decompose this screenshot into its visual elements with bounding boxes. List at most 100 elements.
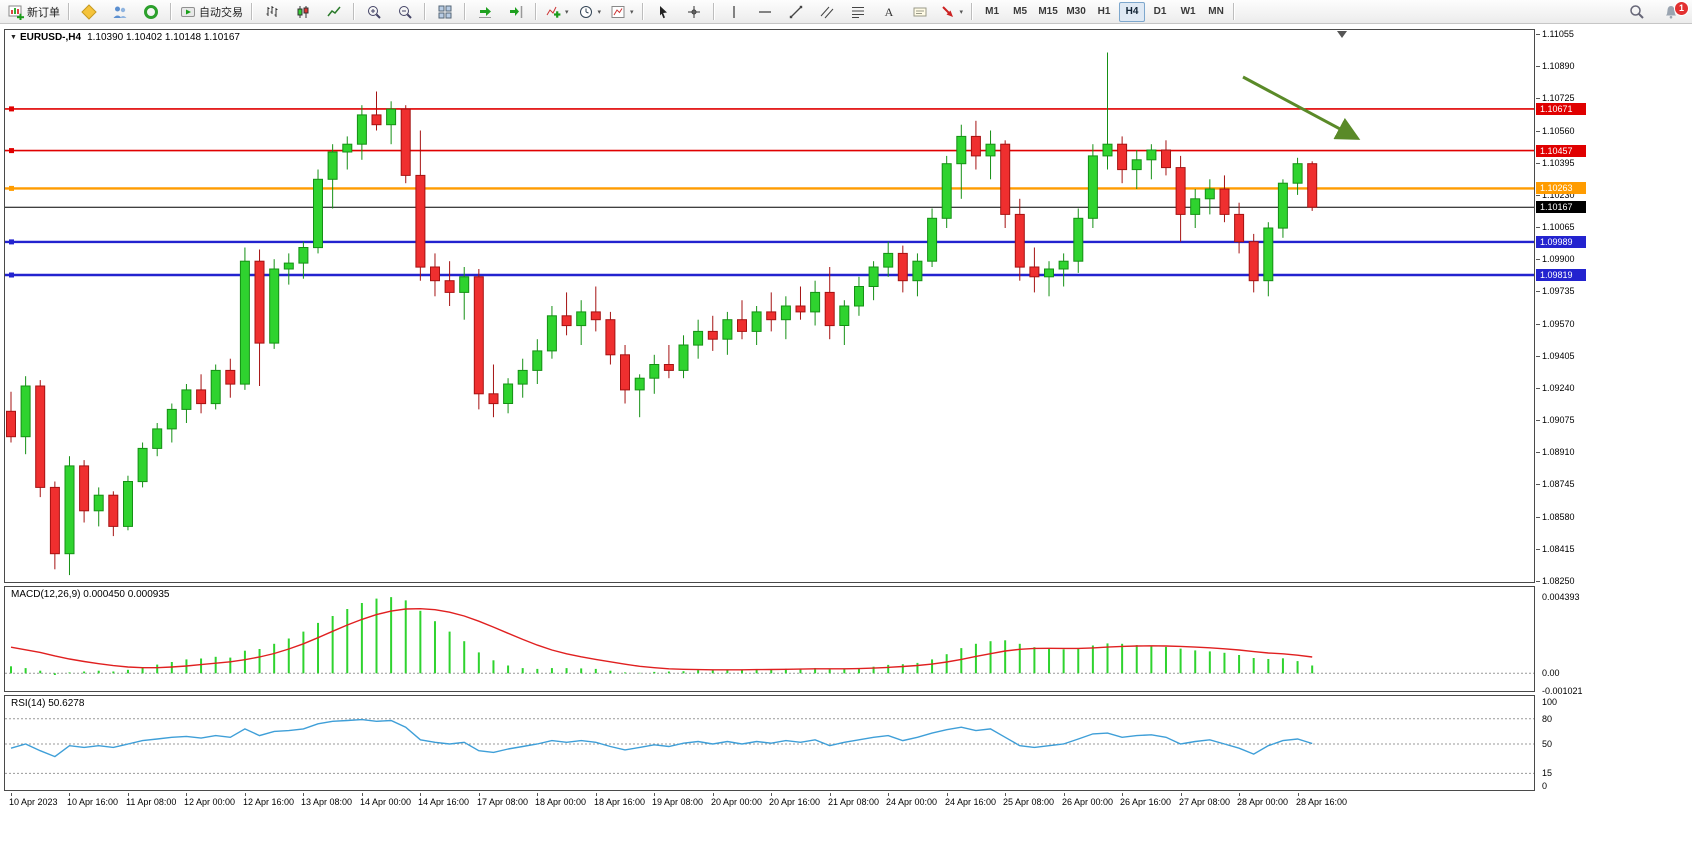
price-axis-tick (1536, 388, 1540, 389)
auto-scroll-button[interactable] (470, 1, 500, 23)
time-label: 28 Apr 16:00 (1296, 797, 1348, 807)
notification-badge: 1 (1674, 0, 1689, 16)
line-chart-button[interactable] (319, 1, 349, 23)
time-axis-tick (1122, 793, 1123, 796)
separator (251, 3, 253, 20)
indicators-button[interactable]: ▾ (541, 1, 573, 23)
price-axis-tick (1536, 549, 1540, 550)
arrows-button[interactable]: ▾ (936, 1, 968, 23)
price-axis-label: 1.10395 (1542, 158, 1575, 168)
time-axis-tick (888, 793, 889, 796)
templates-button[interactable]: ▾ (606, 1, 638, 23)
price-tag: 1.09819 (1536, 269, 1586, 281)
dropdown-icon: ▾ (565, 8, 569, 16)
rsi-plot[interactable] (5, 696, 1534, 790)
market-watch-button[interactable] (136, 1, 166, 23)
candlestick-chart[interactable] (5, 30, 1534, 582)
channel-button[interactable] (812, 1, 842, 23)
time-label: 24 Apr 00:00 (886, 797, 938, 807)
current-price-tag: 1.10167 (1536, 201, 1586, 213)
timeframe-m1[interactable]: M1 (985, 6, 1000, 17)
vertical-line-button[interactable] (719, 1, 749, 23)
cursor-icon (659, 5, 667, 18)
price-axis[interactable]: 1.11055 1.10890 1.10725 1.10560 1.10395 1.102… (1536, 25, 1692, 815)
price-axis-label: 1.08580 (1542, 512, 1575, 522)
separator (464, 3, 466, 20)
bell-icon (1666, 5, 1676, 18)
fibonacci-button[interactable] (843, 1, 873, 23)
chart-menu-triangle[interactable]: ▼ (10, 34, 17, 41)
time-axis-tick (713, 793, 714, 796)
zoom-out-icon (399, 5, 412, 19)
price-axis-label: 1.10560 (1542, 126, 1575, 136)
crosshair-button[interactable] (679, 1, 709, 23)
macd-indicator-name: MACD(12,26,9) (11, 589, 81, 600)
price-chart-pane[interactable]: ▼ EURUSD-,H4 1.10390 1.10402 1.10148 1.101… (4, 29, 1535, 583)
timeframe-w1[interactable]: W1 (1180, 6, 1196, 17)
price-axis-tick (1536, 195, 1540, 196)
time-axis-tick (947, 793, 948, 796)
price-tag: 1.10263 (1536, 182, 1586, 194)
zoom-out-button[interactable] (390, 1, 420, 23)
timeframe-d1[interactable]: D1 (1153, 6, 1167, 17)
timeframe-h1[interactable]: H1 (1097, 6, 1111, 17)
price-axis-tick (1536, 163, 1540, 164)
text-button[interactable]: A (874, 1, 904, 23)
time-axis-tick (654, 793, 655, 796)
separator (424, 3, 426, 20)
timeframe-h4[interactable]: H4 (1119, 1, 1146, 22)
candlestick-chart-button[interactable] (288, 1, 318, 23)
time-label: 20 Apr 00:00 (711, 797, 763, 807)
timeframe-m5[interactable]: M5 (1013, 6, 1028, 17)
trendline-button[interactable] (781, 1, 811, 23)
timeframe-m15[interactable]: M15 (1038, 6, 1058, 17)
notifications-button[interactable]: 1 (1656, 0, 1689, 23)
search-icon (1630, 4, 1644, 19)
price-axis-label: 1.08415 (1542, 544, 1575, 554)
time-axis-tick (1239, 793, 1240, 796)
separator (535, 3, 537, 20)
chart-shift-button[interactable] (501, 1, 531, 23)
time-axis-tick (69, 793, 70, 796)
macd-plot[interactable] (5, 587, 1534, 691)
autotrading-label: 自动交易 (199, 6, 243, 19)
price-axis-tick (1536, 98, 1540, 99)
horizontal-line-button[interactable] (750, 1, 780, 23)
periods-button[interactable]: ▾ (574, 1, 606, 23)
chart-title: ▼ EURUSD-,H4 1.10390 1.10402 1.10148 1.101… (10, 32, 240, 43)
timeframe-group: M1 M5 M15 M30 H1 H4 D1 W1 MN (979, 1, 1229, 22)
dropdown-icon: ▾ (959, 8, 964, 16)
search-button[interactable] (1622, 1, 1652, 23)
chart-ohlc: 1.10390 1.10402 1.10148 1.10167 (87, 32, 240, 43)
timeframe-mn[interactable]: MN (1208, 6, 1224, 17)
time-axis[interactable]: 10 Apr 2023 10 Apr 16:00 11 Apr 08:00 12 Ap… (5, 793, 1565, 811)
annotation-arrow (1242, 75, 1361, 140)
cursor-button[interactable] (648, 1, 678, 23)
price-axis-label: 1.10725 (1542, 93, 1575, 103)
shift-marker (1337, 31, 1347, 38)
fibonacci-icon (851, 6, 864, 18)
price-axis-label: 1.09570 (1542, 319, 1575, 329)
zoom-in-button[interactable] (359, 1, 389, 23)
price-axis-label: 1.09735 (1542, 286, 1575, 296)
price-axis-label: 1.10230 (1542, 190, 1575, 200)
profile-button[interactable] (105, 1, 135, 23)
text-label-button[interactable] (905, 1, 935, 23)
time-label: 18 Apr 16:00 (594, 797, 646, 807)
tile-windows-button[interactable] (430, 1, 460, 23)
channel-icon (820, 6, 833, 18)
timeframe-m30[interactable]: M30 (1066, 6, 1086, 17)
time-axis-tick (1181, 793, 1182, 796)
rsi-pane[interactable]: RSI(14) 50.6278 (4, 695, 1535, 791)
new-order-button[interactable]: 新订单 (4, 1, 64, 23)
autotrading-button[interactable]: 自动交易 (176, 1, 247, 23)
macd-indicator-values: 0.000450 0.000935 (83, 589, 170, 600)
new-order-icon (8, 5, 24, 20)
metaeditor-button[interactable] (74, 1, 104, 23)
text-icon: A (884, 5, 893, 19)
bar-chart-button[interactable] (257, 1, 287, 23)
macd-pane[interactable]: MACD(12,26,9) 0.000450 0.000935 (4, 586, 1535, 692)
macd-axis-label: -0.001021 (1542, 686, 1583, 696)
market-watch-icon (144, 4, 158, 19)
time-axis-tick (537, 793, 538, 796)
